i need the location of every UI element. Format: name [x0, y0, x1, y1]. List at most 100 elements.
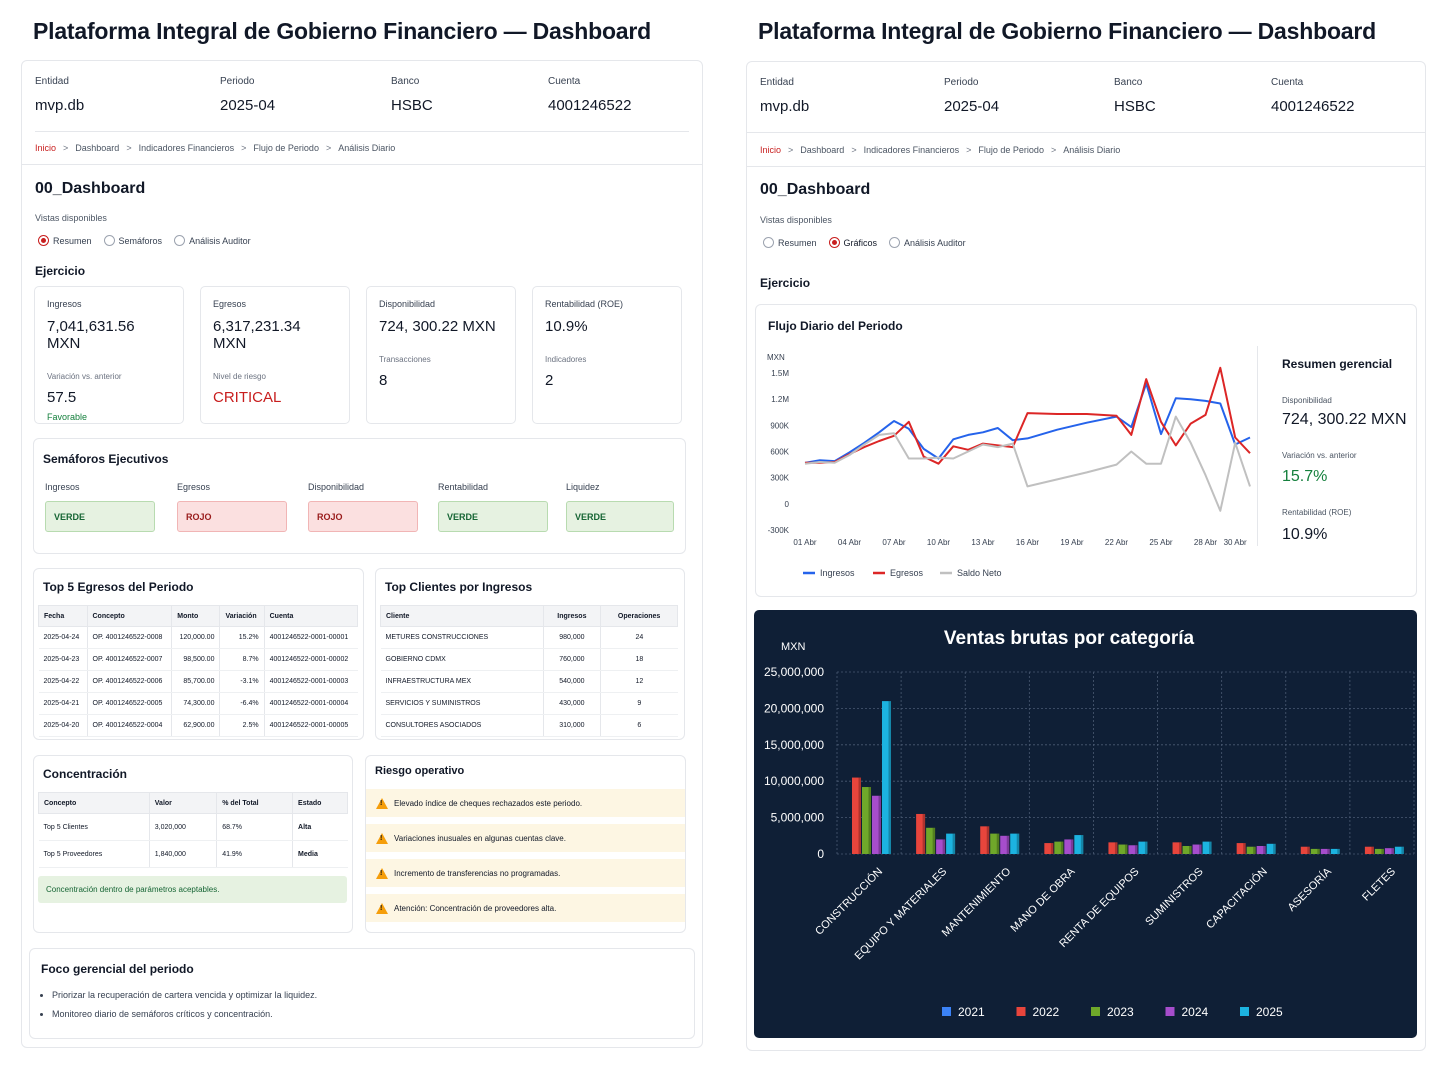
- x-tick-label: FLETES: [1360, 866, 1398, 904]
- bar-2025: [1010, 833, 1020, 854]
- radio-circle[interactable]: [828, 237, 840, 248]
- bar-shade: [932, 827, 936, 854]
- radio-circle[interactable]: [103, 235, 115, 246]
- view-radio-semaforos[interactable]: Semáforos: [103, 235, 162, 246]
- y-tick-label: 600K: [770, 448, 789, 457]
- table-cell: 4001246522-0001-00002: [263, 648, 358, 671]
- view-radio-auditor[interactable]: Análisis Auditor: [889, 237, 966, 248]
- section-title-right: 00_Dashboard: [760, 181, 871, 198]
- table-body: Top 5 Clientes 3,020,000 68.7% Alta Top 5 Pr…: [38, 813, 348, 868]
- breadcrumb-analisis[interactable]: Análisis Diario: [338, 143, 396, 153]
- table-row: INFRAESTRUCTURA MEX 540,000 12: [380, 670, 678, 693]
- table-header: % del Total: [216, 792, 294, 814]
- view-radio-auditor[interactable]: Análisis Auditor: [174, 235, 251, 246]
- table-row: 2025-04-21 OP. 4001246522-0005 74,300.00 -6…: [38, 692, 358, 715]
- bar-shade: [1273, 843, 1276, 854]
- y-axis-unit: MXN: [781, 641, 806, 653]
- meta-periodo: Periodo 2025-04: [220, 76, 391, 114]
- ejercicio-title: Ejercicio: [35, 264, 86, 278]
- meta-value: 2025-04: [220, 97, 276, 114]
- breadcrumb-sep: >: [126, 143, 132, 153]
- legend-label: Egresos: [890, 568, 924, 578]
- view-radio-resumen[interactable]: Resumen: [38, 235, 92, 246]
- meta-label: Entidad: [35, 76, 69, 87]
- breadcrumb-flujo[interactable]: Flujo de Periodo: [253, 143, 319, 153]
- view-radio-resumen[interactable]: Resumen: [763, 237, 817, 248]
- breadcrumb-indicadores[interactable]: Indicadores Financieros: [863, 145, 960, 155]
- breadcrumb: Inicio > Dashboard > Indicadores Financieros…: [35, 143, 395, 153]
- bar-2024: [1320, 848, 1330, 854]
- kpi-label: Ingresos: [47, 299, 82, 309]
- table-cell: OP. 4001246522-0008: [86, 626, 172, 649]
- meta-bar: Entidad mvp.db Periodo 2025-04 Banco HSBC C…: [35, 76, 675, 114]
- table-header: Valor: [148, 792, 218, 814]
- view-radio-graficos[interactable]: Gráficos: [828, 237, 877, 248]
- kpi-sub-value: 2: [545, 372, 554, 389]
- kpi-sub-value: 8: [379, 372, 388, 389]
- table-cell: 430,000: [542, 692, 601, 715]
- table-header: Estado: [292, 792, 348, 814]
- bar-shade: [1327, 848, 1330, 854]
- breadcrumb-indicadores[interactable]: Indicadores Financieros: [138, 143, 235, 153]
- breadcrumb-dashboard[interactable]: Dashboard: [800, 145, 845, 155]
- table-cell: OP. 4001246522-0007: [86, 648, 172, 671]
- top-egresos-table: Fecha Concepto Monto Variación Cuenta 20…: [38, 605, 359, 737]
- table-body: METURES CONSTRUCCIONES 980,000 24 GOBIERNO …: [380, 626, 678, 737]
- bar-shade: [1016, 833, 1020, 854]
- x-tick-label: 13 Abr: [971, 538, 994, 547]
- bar-2025: [1202, 841, 1212, 854]
- bar-2023: [1310, 848, 1320, 854]
- x-tick-label: 16 Abr: [1016, 538, 1039, 547]
- breadcrumb-dashboard[interactable]: Dashboard: [75, 143, 120, 153]
- kpi-label: Disponibilidad: [379, 299, 436, 309]
- breadcrumb-home[interactable]: Inicio: [760, 145, 782, 155]
- y-tick-label: 20,000,000: [764, 701, 824, 715]
- x-tick-label: 19 Abr: [1060, 538, 1083, 547]
- radio-circle[interactable]: [889, 237, 901, 248]
- bar-2025: [1330, 848, 1340, 854]
- bar-2023: [1054, 841, 1064, 854]
- ejercicio-title-right: Ejercicio: [760, 276, 811, 290]
- x-tick-label: 07 Abr: [882, 538, 905, 547]
- radio-circle[interactable]: [38, 235, 49, 246]
- radio-circle[interactable]: [174, 235, 186, 246]
- radio-label: Resumen: [53, 235, 92, 246]
- page-title-right: Plataforma Integral de Gobierno Financie…: [758, 18, 1376, 44]
- ventas-chart: Ventas brutas por categoría MXN 25,000,000…: [764, 628, 1415, 1019]
- meta-value: mvp.db: [760, 98, 810, 115]
- table-cell: 4001246522-0001-00001: [263, 626, 358, 649]
- semaforo-badge: ROJO: [308, 501, 418, 532]
- bar-2023: [1246, 846, 1256, 854]
- kpi-value: 10.9%: [545, 318, 588, 335]
- breadcrumb-home[interactable]: Inicio: [35, 143, 57, 153]
- table-body: 2025-04-24 OP. 4001246522-0008 120,000.00 1…: [38, 626, 358, 737]
- divider: [35, 131, 689, 132]
- semaforo-badge: VERDE: [45, 501, 155, 532]
- x-tick-label: ASESORÍA: [1285, 864, 1334, 913]
- bar-shade: [942, 839, 946, 854]
- meta-entidad: Entidad mvp.db: [760, 77, 944, 115]
- breadcrumb-analisis[interactable]: Análisis Diario: [1063, 145, 1121, 155]
- table-cell: CONSULTORES ASOCIADOS: [380, 714, 544, 737]
- bar-shade: [878, 795, 881, 854]
- bar-shade: [1134, 845, 1138, 854]
- bar-shade: [868, 787, 871, 854]
- kpi-value: 6,317,231.34 MXN: [213, 318, 301, 352]
- bar-shade: [1189, 845, 1192, 854]
- riesgo-text: Variaciones inusuales en algunas cuentas…: [394, 833, 566, 843]
- bar-shade: [1179, 842, 1182, 854]
- breadcrumb-flujo[interactable]: Flujo de Periodo: [978, 145, 1044, 155]
- table-cell: OP. 4001246522-0006: [86, 670, 172, 693]
- bar-2023: [862, 787, 871, 854]
- bar-shade: [922, 813, 926, 854]
- table-cell: 540,000: [542, 670, 601, 693]
- table-cell: OP. 4001246522-0004: [86, 714, 172, 737]
- table-row: 2025-04-22 OP. 4001246522-0006 85,700.00 -3…: [38, 670, 358, 693]
- table-cell: Top 5 Clientes: [38, 813, 150, 841]
- semaforo-label: Egresos: [177, 482, 211, 492]
- kpi-ingresos: Ingresos 7,041,631.56 MXN Variación vs. …: [34, 286, 184, 424]
- bar-2022: [1044, 843, 1054, 854]
- view-radio-group: Resumen Semáforos Análisis Auditor: [38, 235, 251, 246]
- radio-circle[interactable]: [763, 237, 774, 248]
